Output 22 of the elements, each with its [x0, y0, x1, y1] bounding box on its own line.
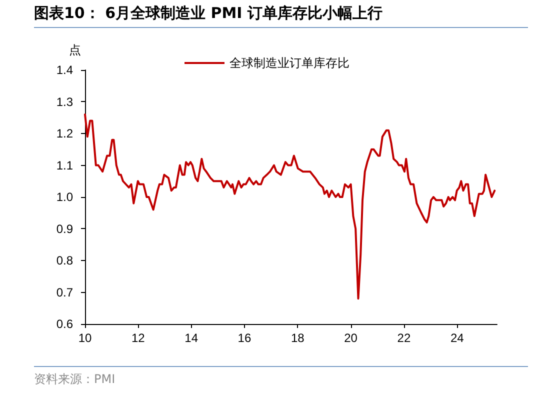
y-tick-label: 1.2	[56, 126, 74, 140]
y-tick-label: 0.8	[56, 254, 74, 268]
x-tick-label: 20	[344, 331, 358, 345]
y-tick-label: 0.6	[56, 317, 74, 331]
text: 资料来源：PMI	[34, 366, 528, 388]
y-tick-label: 1.0	[56, 190, 74, 204]
x-tick-label: 14	[184, 331, 198, 345]
x-tick-label: 22	[397, 331, 411, 345]
x-tick-label: 16	[238, 331, 252, 345]
chart-title: 图表10： 6月全球制造业 PMI 订单库存比小幅上行	[34, 4, 528, 28]
y-tick-label: 1.4	[56, 63, 74, 77]
y-tick-label: 1.3	[56, 94, 74, 109]
x-tick-label: 10	[78, 331, 92, 345]
x-tick-label: 18	[290, 331, 305, 345]
line-series	[84, 113, 496, 300]
x-tick-label: 24	[450, 331, 464, 345]
x-tick-label: 12	[131, 331, 146, 345]
y-tick-label: 0.9	[56, 222, 74, 236]
y-tick-label: 0.7	[56, 285, 74, 300]
y-axis-title: 点	[69, 43, 81, 57]
legend-label: 全球制造业订单库存比	[230, 56, 350, 70]
y-tick-label: 1.1	[56, 158, 74, 172]
